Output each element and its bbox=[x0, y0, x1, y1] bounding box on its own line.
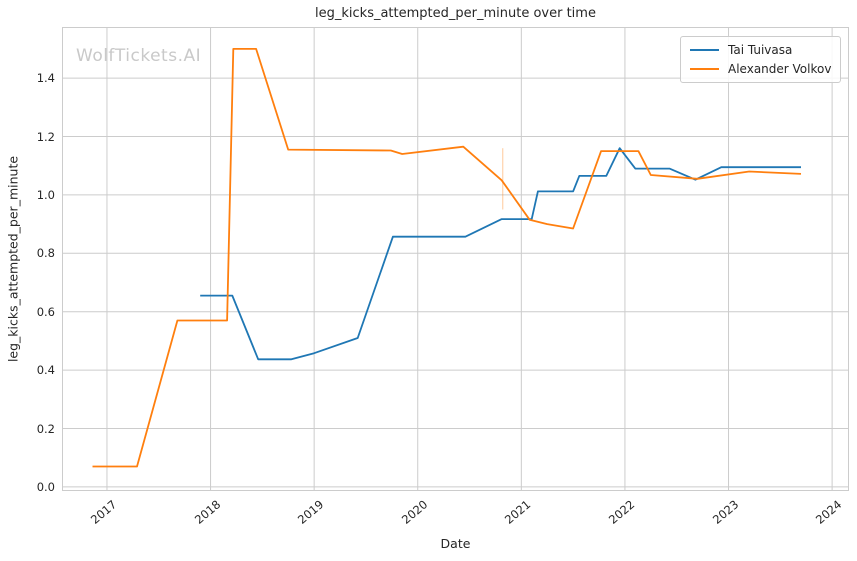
x-tick-label: 2017 bbox=[87, 497, 120, 527]
legend-label: Tai Tuivasa bbox=[728, 43, 793, 57]
plot-border bbox=[62, 27, 849, 491]
legend-item: Alexander Volkov bbox=[690, 61, 831, 77]
y-tick-label: 0.0 bbox=[36, 479, 55, 494]
legend-line-swatch-blue bbox=[690, 49, 719, 51]
plot-area bbox=[62, 27, 849, 491]
x-tick-label: 2022 bbox=[605, 497, 638, 527]
y-tick-label: 0.8 bbox=[36, 246, 55, 261]
chart-title: leg_kicks_attempted_per_minute over time bbox=[315, 6, 596, 21]
x-tick-label: 2019 bbox=[295, 497, 327, 527]
y-tick-label: 0.6 bbox=[36, 304, 55, 319]
legend-label: Alexander Volkov bbox=[728, 62, 832, 76]
y-tick-label: 1.4 bbox=[36, 71, 55, 86]
y-tick-label: 0.2 bbox=[36, 421, 55, 436]
x-tick-label: 2023 bbox=[709, 497, 741, 527]
legend-item: Tai Tuivasa bbox=[690, 42, 831, 58]
y-axis-label: leg_kicks_attempted_per_minute bbox=[5, 155, 21, 363]
series-line-alexander-volkov bbox=[92, 47, 802, 468]
legend: Tai Tuivasa Alexander Volkov bbox=[680, 36, 842, 83]
y-tick-label: 1.2 bbox=[36, 129, 55, 144]
x-tick-label: 2020 bbox=[398, 497, 431, 527]
x-tick-label: 2021 bbox=[502, 497, 534, 527]
y-tick-label: 0.4 bbox=[36, 363, 55, 378]
watermark: WolfTickets.AI bbox=[76, 46, 202, 66]
x-axis-label: Date bbox=[440, 536, 471, 551]
x-tick-label: 2024 bbox=[813, 497, 845, 527]
x-tick-label: 2018 bbox=[191, 497, 223, 527]
series-line-tai-tuivasa bbox=[200, 147, 801, 361]
legend-line-swatch-orange bbox=[690, 68, 719, 70]
y-tick-label: 1.0 bbox=[36, 187, 55, 202]
